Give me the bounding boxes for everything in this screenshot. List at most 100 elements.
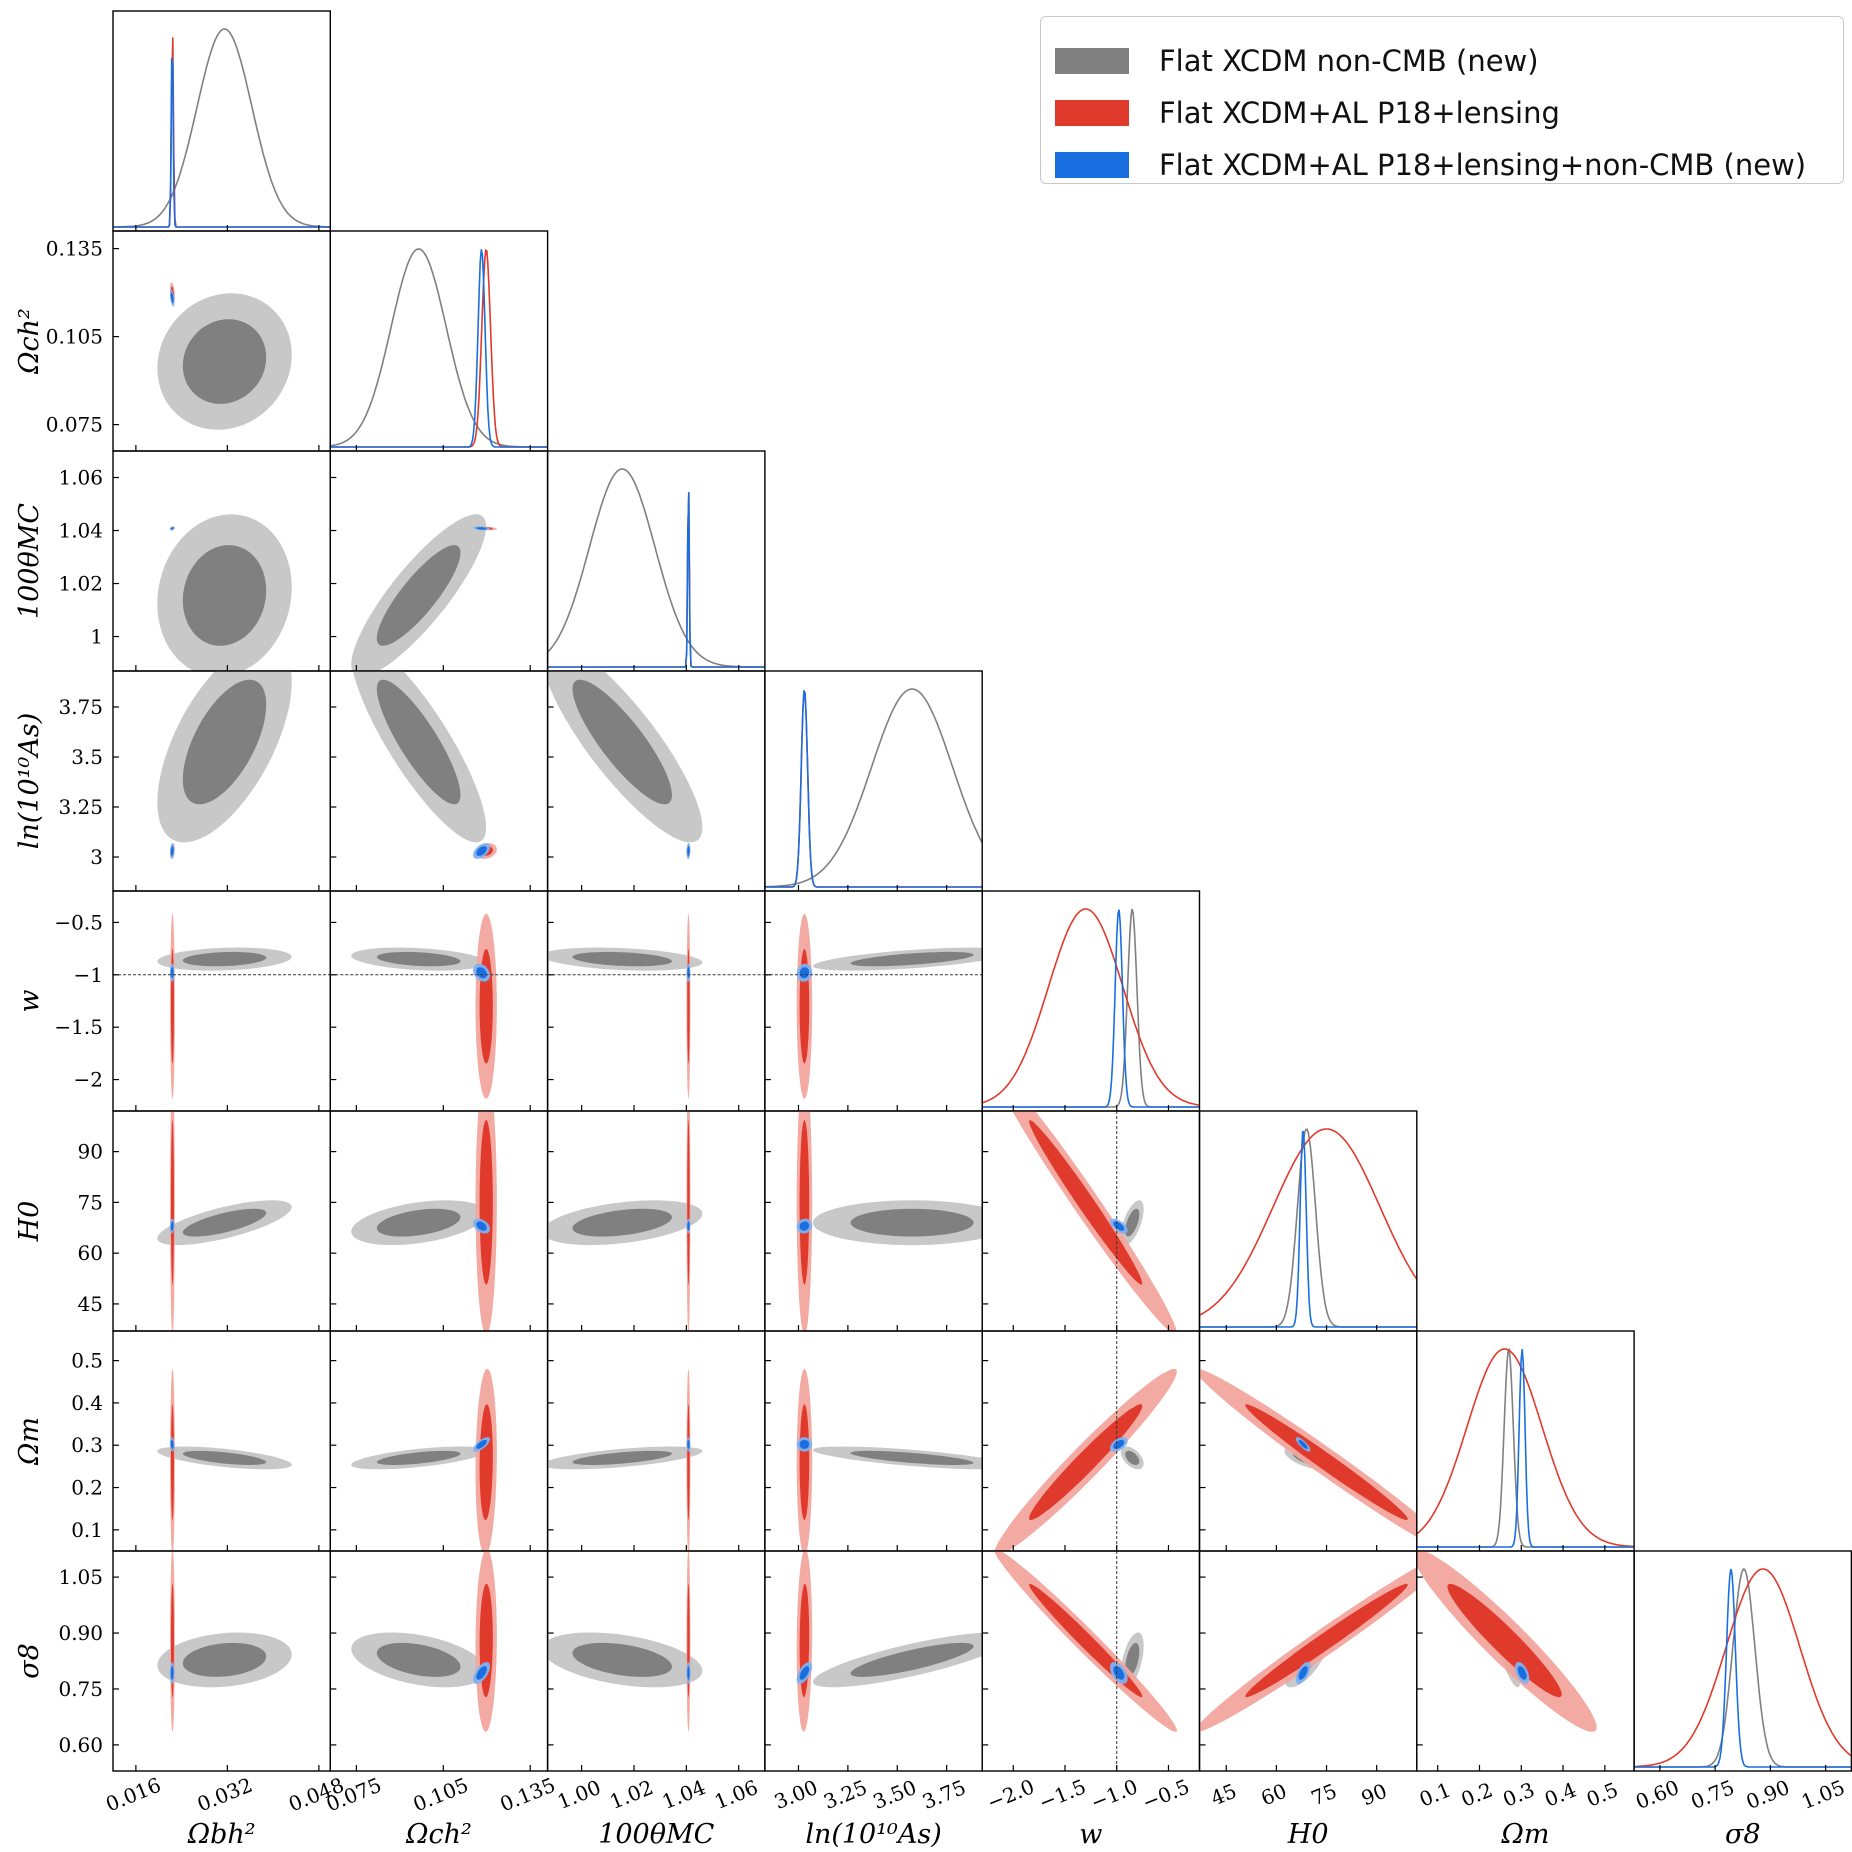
- contour-68-series-2: [687, 967, 690, 979]
- contour-68-series-0: [376, 545, 461, 646]
- panel-logA-vs-omch2: [353, 671, 497, 859]
- contour-68-series-1: [1245, 1404, 1408, 1520]
- y-tick-label: 0.2: [71, 1476, 103, 1500]
- contour-68-series-2: [1298, 1439, 1308, 1449]
- contour-68-series-2: [687, 1439, 690, 1449]
- marginal-H0-series-1: [1199, 1128, 1417, 1316]
- y-tick-label: 1.05: [58, 1565, 103, 1589]
- contour-68-series-0: [572, 1450, 672, 1465]
- legend-swatch-red: [1055, 100, 1129, 126]
- contour-68-series-2: [170, 527, 174, 530]
- contour-68-series-2: [1113, 1439, 1125, 1449]
- marginal-w-series-1: [982, 908, 1200, 1106]
- contour-68-series-1: [479, 1404, 493, 1520]
- y-axis-label-sigma8: σ8: [14, 1643, 45, 1679]
- y-tick-label: 0.105: [46, 325, 103, 349]
- panel-theta-vs-theta: [547, 468, 765, 668]
- panel-frame: [1633, 1550, 1852, 1772]
- y-tick-label: 3.75: [58, 695, 103, 719]
- contour-68-series-0: [182, 1642, 267, 1677]
- panel-ombh2-vs-ombh2: [113, 28, 331, 228]
- panel-logA-vs-theta: [547, 671, 703, 859]
- panel-omegam-vs-w: [994, 1331, 1177, 1551]
- panel-w-vs-w: [982, 908, 1200, 1108]
- contour-68-series-2: [799, 967, 810, 979]
- panel-sigma8-vs-omegam: [1416, 1551, 1597, 1732]
- contour-68-series-1: [799, 1120, 810, 1285]
- contour-68-series-0: [182, 1450, 267, 1465]
- contour-68-series-0: [572, 1208, 672, 1237]
- contour-68-series-0: [182, 679, 267, 805]
- contour-68-series-2: [799, 1221, 810, 1231]
- panel-omch2-vs-ombh2: [157, 282, 292, 430]
- contour-68-series-2: [170, 1439, 174, 1449]
- panel-H0-vs-logA: [796, 1111, 983, 1331]
- panel-omegam-vs-theta: [547, 1368, 703, 1551]
- legend-swatch-blue: [1055, 152, 1129, 178]
- y-tick-label: 0.60: [58, 1733, 103, 1757]
- panel-sigma8-vs-sigma8: [1634, 1567, 1852, 1768]
- marginal-omegam-series-2: [1416, 1349, 1635, 1548]
- marginal-ombh2-series-0: [113, 28, 331, 228]
- contour-68-series-2: [170, 967, 174, 979]
- contour-68-series-2: [476, 1666, 487, 1680]
- contour-68-series-2: [687, 1666, 690, 1680]
- contour-68-series-2: [1113, 1666, 1125, 1680]
- panel-H0-vs-w: [1012, 1111, 1177, 1331]
- y-tick-label: 45: [78, 1292, 103, 1316]
- legend-entry-p18-noncmb: Flat XCDM+AL P18+lensing+non-CMB (new): [1055, 143, 1806, 187]
- contour-68-series-0: [376, 679, 461, 805]
- contour-68-series-0: [850, 1642, 974, 1677]
- panel-sigma8-vs-w: [994, 1551, 1177, 1771]
- y-tick-label: 0.4: [71, 1391, 103, 1415]
- contour-68-series-2: [476, 527, 487, 530]
- contour-68-series-2: [476, 1221, 487, 1231]
- y-tick-label: 1.04: [58, 519, 103, 543]
- panel-omegam-vs-omch2: [351, 1368, 497, 1551]
- marginal-omch2-series-2: [330, 249, 548, 448]
- contour-68-series-0: [376, 1642, 461, 1677]
- legend-label-p18-noncmb: Flat XCDM+AL P18+lensing+non-CMB (new): [1159, 148, 1807, 182]
- contour-68-series-0: [850, 951, 974, 967]
- panel-w-vs-ombh2: [113, 913, 331, 1099]
- panel-omch2-vs-omch2: [330, 248, 548, 448]
- y-axis-label-logA: ln(10¹⁰As): [14, 713, 45, 849]
- contour-68-series-2: [1298, 1666, 1308, 1680]
- legend-label-p18: Flat XCDM+AL P18+lensing: [1159, 96, 1560, 130]
- y-tick-label: 3.5: [71, 745, 103, 769]
- panel-sigma8-vs-omch2: [351, 1551, 497, 1732]
- contour-68-series-2: [170, 846, 174, 856]
- y-tick-label: 0.075: [46, 413, 103, 437]
- contour-68-series-2: [687, 846, 690, 856]
- x-axis-label-w: w: [1079, 1819, 1102, 1850]
- marginal-sigma8-series-1: [1634, 1568, 1852, 1768]
- y-tick-label: 0.90: [58, 1621, 103, 1645]
- panel-logA-vs-logA: [764, 688, 983, 888]
- legend-entry-p18: Flat XCDM+AL P18+lensing: [1055, 91, 1560, 135]
- y-tick-label: 0.5: [71, 1349, 103, 1373]
- contour-68-series-1: [1029, 1404, 1143, 1520]
- contour-68-series-2: [170, 1221, 174, 1231]
- panel-H0-vs-theta: [547, 1111, 703, 1331]
- contour-68-series-2: [799, 1439, 810, 1449]
- contour-68-series-0: [1125, 1450, 1140, 1465]
- y-axis-label-omegam: Ωm: [14, 1417, 45, 1466]
- y-tick-label: −1.5: [54, 1015, 103, 1039]
- x-axis-label-H0: H0: [1287, 1819, 1329, 1850]
- panel-omegam-vs-omegam: [1416, 1347, 1635, 1548]
- x-axis-label-logA: ln(10¹⁰As): [805, 1819, 941, 1850]
- panel-sigma8-vs-H0: [1199, 1567, 1417, 1732]
- contour-68-series-1: [687, 1404, 690, 1520]
- panel-H0-vs-ombh2: [157, 1111, 292, 1331]
- contour-68-series-2: [170, 292, 174, 304]
- contour-68-series-0: [182, 1208, 267, 1237]
- panel-sigma8-vs-theta: [547, 1551, 703, 1732]
- panel-theta-vs-ombh2: [157, 514, 292, 671]
- x-axis-label-omegam: Ωm: [1500, 1819, 1549, 1850]
- y-axis-label-omch2: Ωch²: [14, 308, 45, 375]
- panel-omegam-vs-H0: [1199, 1369, 1417, 1538]
- y-tick-label: 0.75: [58, 1677, 103, 1701]
- y-tick-label: 90: [78, 1140, 103, 1164]
- y-tick-label: −1: [74, 963, 103, 987]
- panel-omegam-vs-logA: [796, 1368, 983, 1551]
